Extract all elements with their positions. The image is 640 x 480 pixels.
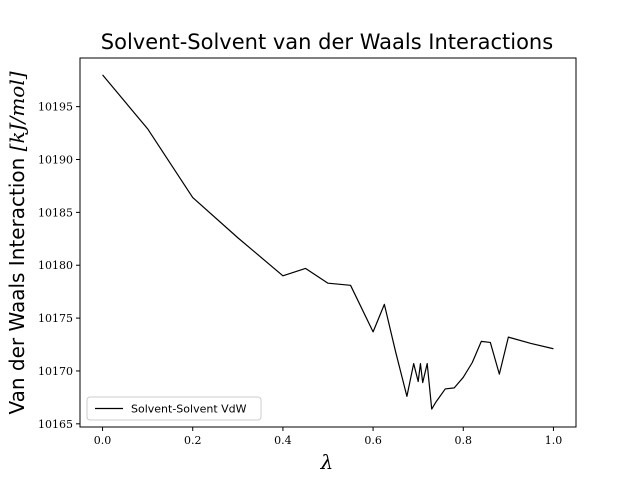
series-line-0 xyxy=(102,74,554,410)
x-tick-label: 0.0 xyxy=(94,434,112,447)
x-tick-label: 0.2 xyxy=(184,434,202,447)
x-axis-label: λ xyxy=(320,450,334,474)
y-axis-label-unit: [kJ/mol] xyxy=(5,71,29,151)
legend: Solvent-Solvent VdW xyxy=(86,396,262,421)
y-tick-label: 10175 xyxy=(38,312,73,325)
chart-title: Solvent-Solvent van der Waals Interactio… xyxy=(101,30,553,54)
y-axis-label: Van der Waals Interaction [kJ/mol] xyxy=(5,71,29,414)
y-tick-label: 10180 xyxy=(38,259,73,272)
axes-frame xyxy=(79,57,577,428)
y-tick-label: 10170 xyxy=(38,365,73,378)
y-tick-label: 10195 xyxy=(38,101,73,114)
x-tick-label: 0.4 xyxy=(274,434,292,447)
y-tick-label: 10165 xyxy=(38,418,73,431)
plot-area: 0.0 0.2 0.4 0.6 0.8 1.0 10165 10170 10175 10180 10… xyxy=(38,57,577,447)
x-tick-label: 1.0 xyxy=(545,434,563,447)
legend-entry-label: Solvent-Solvent VdW xyxy=(131,403,247,416)
y-axis-label-text: Van der Waals Interaction xyxy=(5,151,29,414)
x-tick-label: 0.6 xyxy=(364,434,382,447)
y-tick-label: 10185 xyxy=(38,206,73,219)
x-tick-label: 0.8 xyxy=(455,434,473,447)
y-tick-label: 10190 xyxy=(38,154,73,167)
legend-box xyxy=(86,396,262,421)
